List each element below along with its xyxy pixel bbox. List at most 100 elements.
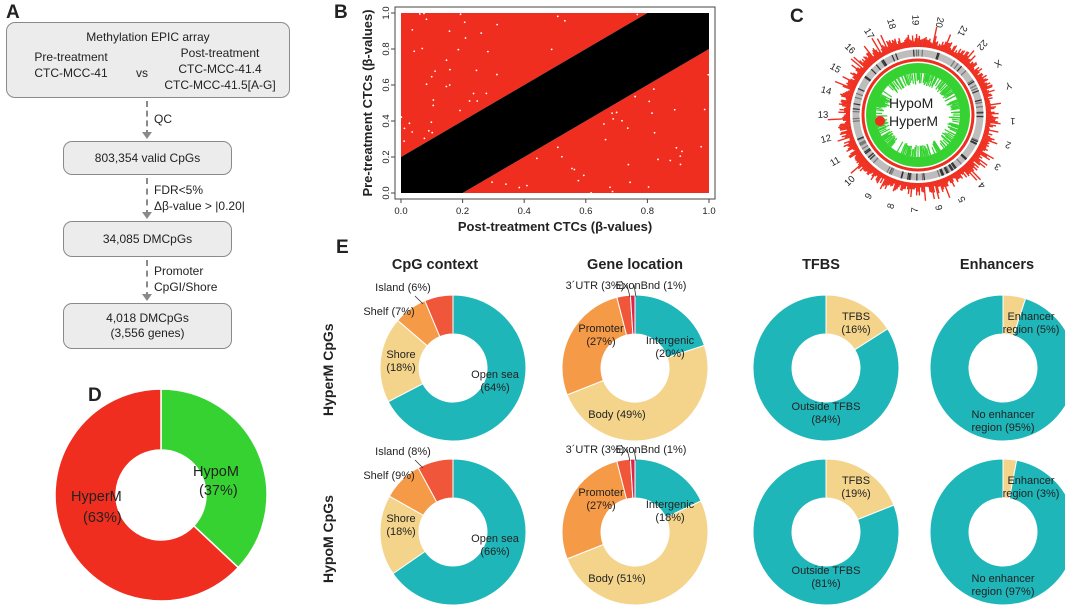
scatter-gap-point <box>448 30 451 33</box>
scatter-gap-point <box>525 184 528 187</box>
circos-hyperm-bar <box>947 47 952 55</box>
circos-hyperm-bar <box>847 144 858 150</box>
circos-band <box>854 96 862 100</box>
circos-hyperm-bar <box>932 181 936 187</box>
circos-band <box>943 167 948 174</box>
circos-hyperm-bar <box>951 51 955 57</box>
scatter-gap-point <box>629 181 631 184</box>
circos-hyperm-bar <box>974 151 981 156</box>
donut-label: (27%) <box>586 500 615 512</box>
y-tick-label: 1.0 <box>381 6 392 19</box>
donut-label: Enhancer <box>1007 311 1054 323</box>
scatter-gap-point <box>491 181 493 184</box>
circos-hyperm-bar <box>949 174 955 182</box>
circos-band <box>852 120 860 123</box>
circos-hyperm-bar <box>900 42 904 49</box>
circos-hyperm-bar <box>960 167 965 173</box>
circos-band <box>974 99 982 103</box>
circos-hyperm-bar <box>910 40 913 48</box>
circos-hypom-bar <box>909 73 913 81</box>
circos-hyperm-bar <box>874 49 882 59</box>
circos-hyperm-bar <box>984 127 990 130</box>
circos-hypom-bar <box>913 146 916 157</box>
circos-hyperm-bar <box>904 181 907 190</box>
circos-hyperm-bar <box>846 145 858 153</box>
circos-band <box>971 137 979 142</box>
scatter-gap-point <box>425 18 428 21</box>
donut-label: Intergenic <box>646 499 695 511</box>
circos-hyperm-bar <box>939 179 945 190</box>
circos-hyperm-bar <box>899 181 904 191</box>
donut-slice <box>417 458 454 503</box>
circos-center <box>888 85 948 145</box>
circos-hypom-bar <box>934 78 941 87</box>
circos-hyperm-bar <box>976 148 994 160</box>
circos-hyperm-bar <box>984 100 991 103</box>
circos-hyperm-bar <box>909 182 912 190</box>
circos-hypom-bar <box>945 95 956 102</box>
scatter-gap-point <box>681 150 683 153</box>
circos-band <box>864 149 872 155</box>
scatter-gap-point <box>573 168 576 171</box>
scatter-gap-point <box>673 108 676 111</box>
circos-hyperm-bar <box>971 155 981 163</box>
circos-hypom-bar <box>913 73 916 82</box>
circos-hyperm-bar <box>962 50 975 65</box>
circos-hyperm-bar <box>970 157 981 166</box>
circos-hypom-bar <box>939 140 946 148</box>
scatter-gap-point <box>445 85 448 88</box>
circos-hypom-bar <box>936 82 946 93</box>
circos-hypom-bar <box>941 132 953 141</box>
donut-label: region (3%) <box>1003 488 1060 500</box>
circos-hyperm-bar <box>846 128 852 131</box>
circos-band <box>908 172 912 181</box>
circos-hyperm-bar <box>906 37 910 48</box>
scatter-gap-point <box>463 21 466 24</box>
delta-beta-note: Δβ-value > |0.20| <box>154 199 245 213</box>
circos-hypom-bar <box>889 82 898 92</box>
scatter-gap-point <box>413 50 416 53</box>
circos-hyperm-bar <box>926 182 929 188</box>
promoter-dmcpgs-count: 4,018 DMCpGs <box>106 311 189 325</box>
circos-hyperm-bar <box>849 150 861 159</box>
circos-hyperm-bar <box>841 133 853 138</box>
scatter-gap-point <box>675 146 678 149</box>
donut-label: Island (6%) <box>375 282 431 294</box>
circos-hyperm-bar <box>974 72 983 79</box>
circos-hypom-bar <box>894 79 899 86</box>
circos-band <box>970 140 977 145</box>
x-tick-label: 0.6 <box>579 206 592 217</box>
circos-hyperm-bar <box>985 102 991 106</box>
circos-band <box>900 171 904 179</box>
circos-hyperm-bar <box>925 182 928 187</box>
circos-hyperm-bar <box>842 104 851 108</box>
circos-hyperm-bar <box>950 174 954 179</box>
chromosome-label: 13 <box>818 110 829 121</box>
circos-hyperm-bar <box>869 167 876 175</box>
circos-hyperm-bar <box>975 149 988 158</box>
fdr-note: FDR<5% <box>154 183 204 197</box>
circos-band <box>867 152 875 159</box>
circos-band <box>857 88 865 92</box>
promoter-dmcpgs-box: 4,018 DMCpGs (3,556 genes) <box>63 303 232 349</box>
circos-hyperm-bar <box>887 177 893 186</box>
donut-slice <box>629 458 636 499</box>
circos-hyperm-bar <box>937 179 941 187</box>
circos-hyperm-bar <box>837 135 854 142</box>
circos-hyperm-bar <box>842 119 851 121</box>
scatter-gap-point <box>647 186 650 188</box>
circos-hypom-bar <box>951 118 960 121</box>
circos-hyperm-bar <box>855 154 864 161</box>
circos-hyperm-bar <box>959 168 968 178</box>
circos-hyperm-bar <box>982 136 992 142</box>
circos-hyperm-bar <box>862 61 870 69</box>
circos-hyperm-bar <box>973 74 979 78</box>
circos-hyperm-bar <box>945 42 951 54</box>
circos-band <box>859 140 867 146</box>
circos-hyperm-bar <box>884 176 891 190</box>
scatter-gap-point <box>626 127 629 130</box>
circos-hyperm-bar <box>968 63 978 71</box>
circos-hyperm-bar <box>866 165 874 175</box>
scatter-gap-point <box>432 99 435 101</box>
circos-band <box>939 169 943 177</box>
